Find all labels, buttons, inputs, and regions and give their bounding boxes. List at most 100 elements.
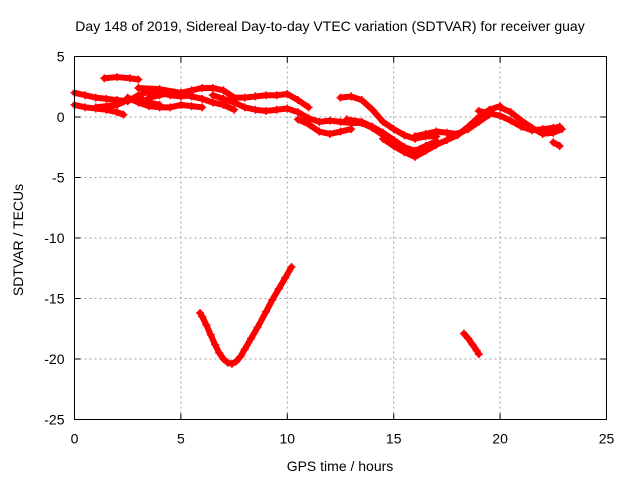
data-point — [176, 100, 185, 109]
data-point — [247, 334, 256, 343]
data-point — [336, 117, 345, 126]
data-point — [166, 88, 175, 97]
data-point — [272, 105, 281, 114]
data-point — [208, 83, 217, 92]
data-point — [81, 91, 90, 100]
y-tick-label: -10 — [44, 230, 64, 246]
series-arc-9 — [293, 115, 356, 138]
data-point — [113, 100, 122, 109]
data-point — [432, 140, 441, 149]
data-point — [368, 105, 377, 114]
data-point — [485, 109, 494, 118]
data-point — [202, 321, 211, 330]
data-point — [432, 127, 441, 136]
y-tick-label: 0 — [57, 109, 65, 125]
data-point — [379, 134, 388, 143]
data-point — [464, 334, 473, 343]
data-point — [389, 142, 398, 151]
data-point — [215, 348, 224, 357]
data-point — [325, 129, 334, 138]
data-markers — [70, 73, 566, 368]
data-point — [253, 323, 262, 332]
data-point — [198, 83, 207, 92]
data-point — [240, 345, 249, 354]
data-point — [144, 93, 153, 102]
data-point — [410, 152, 419, 161]
chart-title: Day 148 of 2019, Sidereal Day-to-day VTE… — [75, 18, 585, 34]
data-point — [325, 116, 334, 125]
data-point — [304, 120, 313, 129]
data-point — [236, 352, 245, 361]
data-point — [208, 91, 217, 100]
data-point — [134, 75, 143, 84]
data-point — [176, 90, 185, 99]
series-arc-18 — [459, 329, 483, 359]
axis-ticks: 0 5 10 15 20 25 5 0 -5 -10 -15 -20 -25 — [44, 49, 614, 447]
data-point — [368, 122, 377, 131]
series-arc-17 — [196, 263, 296, 368]
x-tick-label: 0 — [71, 431, 79, 447]
data-point — [251, 105, 260, 114]
data-point — [336, 93, 345, 102]
data-point — [468, 340, 477, 349]
grid — [74, 56, 607, 420]
data-point — [336, 127, 345, 136]
data-point — [230, 105, 239, 114]
data-point — [410, 132, 419, 141]
data-point — [400, 131, 409, 140]
data-point — [389, 125, 398, 134]
data-point — [262, 307, 271, 316]
data-point — [119, 110, 128, 119]
data-point — [528, 123, 537, 132]
data-point — [268, 295, 277, 304]
data-point — [155, 91, 164, 100]
data-point — [555, 142, 564, 151]
data-point — [538, 129, 547, 138]
data-point — [219, 86, 228, 95]
data-point — [474, 106, 483, 115]
data-point — [506, 116, 515, 125]
data-point — [347, 125, 356, 134]
data-point — [198, 94, 207, 103]
x-tick-label: 25 — [599, 431, 615, 447]
x-tick-label: 20 — [492, 431, 508, 447]
data-point — [549, 138, 558, 147]
data-point — [219, 94, 228, 103]
x-tick-label: 15 — [386, 431, 402, 447]
data-point — [125, 74, 134, 83]
data-point — [230, 98, 239, 107]
data-point — [219, 355, 228, 363]
data-point — [208, 98, 217, 107]
data-point — [357, 117, 366, 126]
y-tick-label: -25 — [44, 412, 64, 428]
data-point — [187, 92, 196, 101]
data-point — [262, 91, 271, 100]
data-point — [113, 108, 122, 117]
data-arc — [101, 74, 142, 83]
data-point — [102, 94, 111, 103]
data-point — [453, 129, 462, 138]
y-tick-label: -15 — [44, 291, 64, 307]
series-arc-3 — [100, 73, 143, 84]
data-point — [496, 103, 505, 112]
data-point — [240, 93, 249, 102]
data-point — [281, 273, 290, 282]
data-point — [134, 98, 143, 107]
data-point — [347, 92, 356, 101]
data-point — [464, 125, 473, 134]
data-point — [206, 330, 215, 339]
series-arc-16 — [549, 138, 564, 151]
data-point — [187, 102, 196, 111]
data-point — [442, 135, 451, 144]
data-point — [287, 263, 296, 272]
series-arc-5 — [123, 93, 207, 112]
data-point — [421, 129, 430, 138]
data-point — [210, 340, 219, 349]
data-point — [123, 93, 132, 102]
data-point — [91, 93, 100, 102]
data-point — [262, 106, 271, 115]
data-point — [198, 103, 207, 112]
y-tick-label: -20 — [44, 351, 64, 367]
data-point — [251, 92, 260, 101]
x-tick-label: 5 — [177, 431, 185, 447]
